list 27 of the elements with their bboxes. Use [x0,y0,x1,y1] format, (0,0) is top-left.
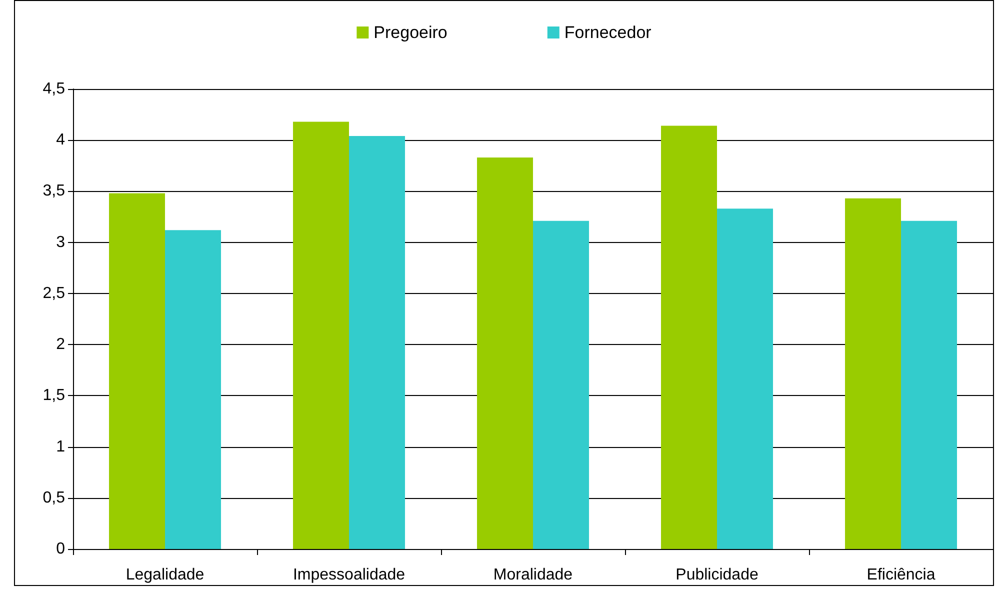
y-tick-label: 2,5 [42,284,66,302]
y-tick-label: 1,5 [42,387,66,404]
bar [109,193,165,549]
x-tick-label: Publicidade [676,566,758,584]
bar [901,220,957,549]
legend-label: Fornecedor [564,23,652,42]
x-tick-label: Moralidade [493,566,573,584]
legend-label: Pregoeiro [374,23,448,42]
y-tick-label: 4,5 [42,80,66,98]
x-tick-label: Eficiência [866,566,936,584]
y-tick-label: 3,5 [42,182,66,200]
bar [661,126,717,549]
bar [349,136,405,549]
x-tick-label: Legalidade [126,566,204,584]
y-tick-label: 1 [56,438,66,456]
y-tick-label: 0 [56,540,66,558]
bar [845,198,901,549]
y-tick-label: 2 [56,336,66,354]
bar [533,220,589,549]
bar [293,122,349,549]
bar [717,208,773,549]
y-tick-label: 4 [56,132,66,149]
bar [165,230,221,549]
bar [477,157,533,549]
y-tick-label: 3 [56,234,66,251]
y-tick-label: 0,5 [42,489,66,506]
x-tick-label: Impessoalidade [292,566,406,584]
